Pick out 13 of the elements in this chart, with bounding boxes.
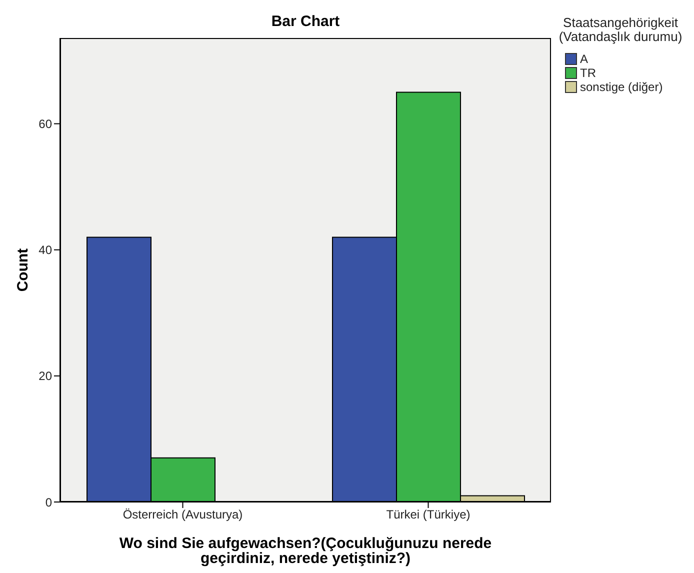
legend-label: sonstige (diğer)	[580, 80, 663, 94]
x-tick-label: Österreich (Avusturya)	[122, 508, 243, 522]
y-tick-label: 20	[38, 369, 52, 384]
y-tick-label: 40	[38, 243, 52, 258]
legend-label: A	[580, 52, 588, 66]
legend-title: Staatsangehörigkeit (Vatandaşlık durumu)	[558, 15, 684, 44]
y-tick-label: 0	[45, 495, 52, 510]
chart-title: Bar Chart	[270, 13, 341, 30]
x-tick-label: Türkei (Türkiye)	[386, 508, 470, 522]
y-axis-title: Count	[14, 248, 32, 292]
y-tick-label: 60	[38, 117, 52, 131]
x-axis-title: Wo sind Sie aufgewachsen?(Çocukluğunuzu nerede geçirdiniz, nerede yetiştiniz?)	[118, 535, 493, 567]
legend-label: TR	[580, 66, 596, 80]
